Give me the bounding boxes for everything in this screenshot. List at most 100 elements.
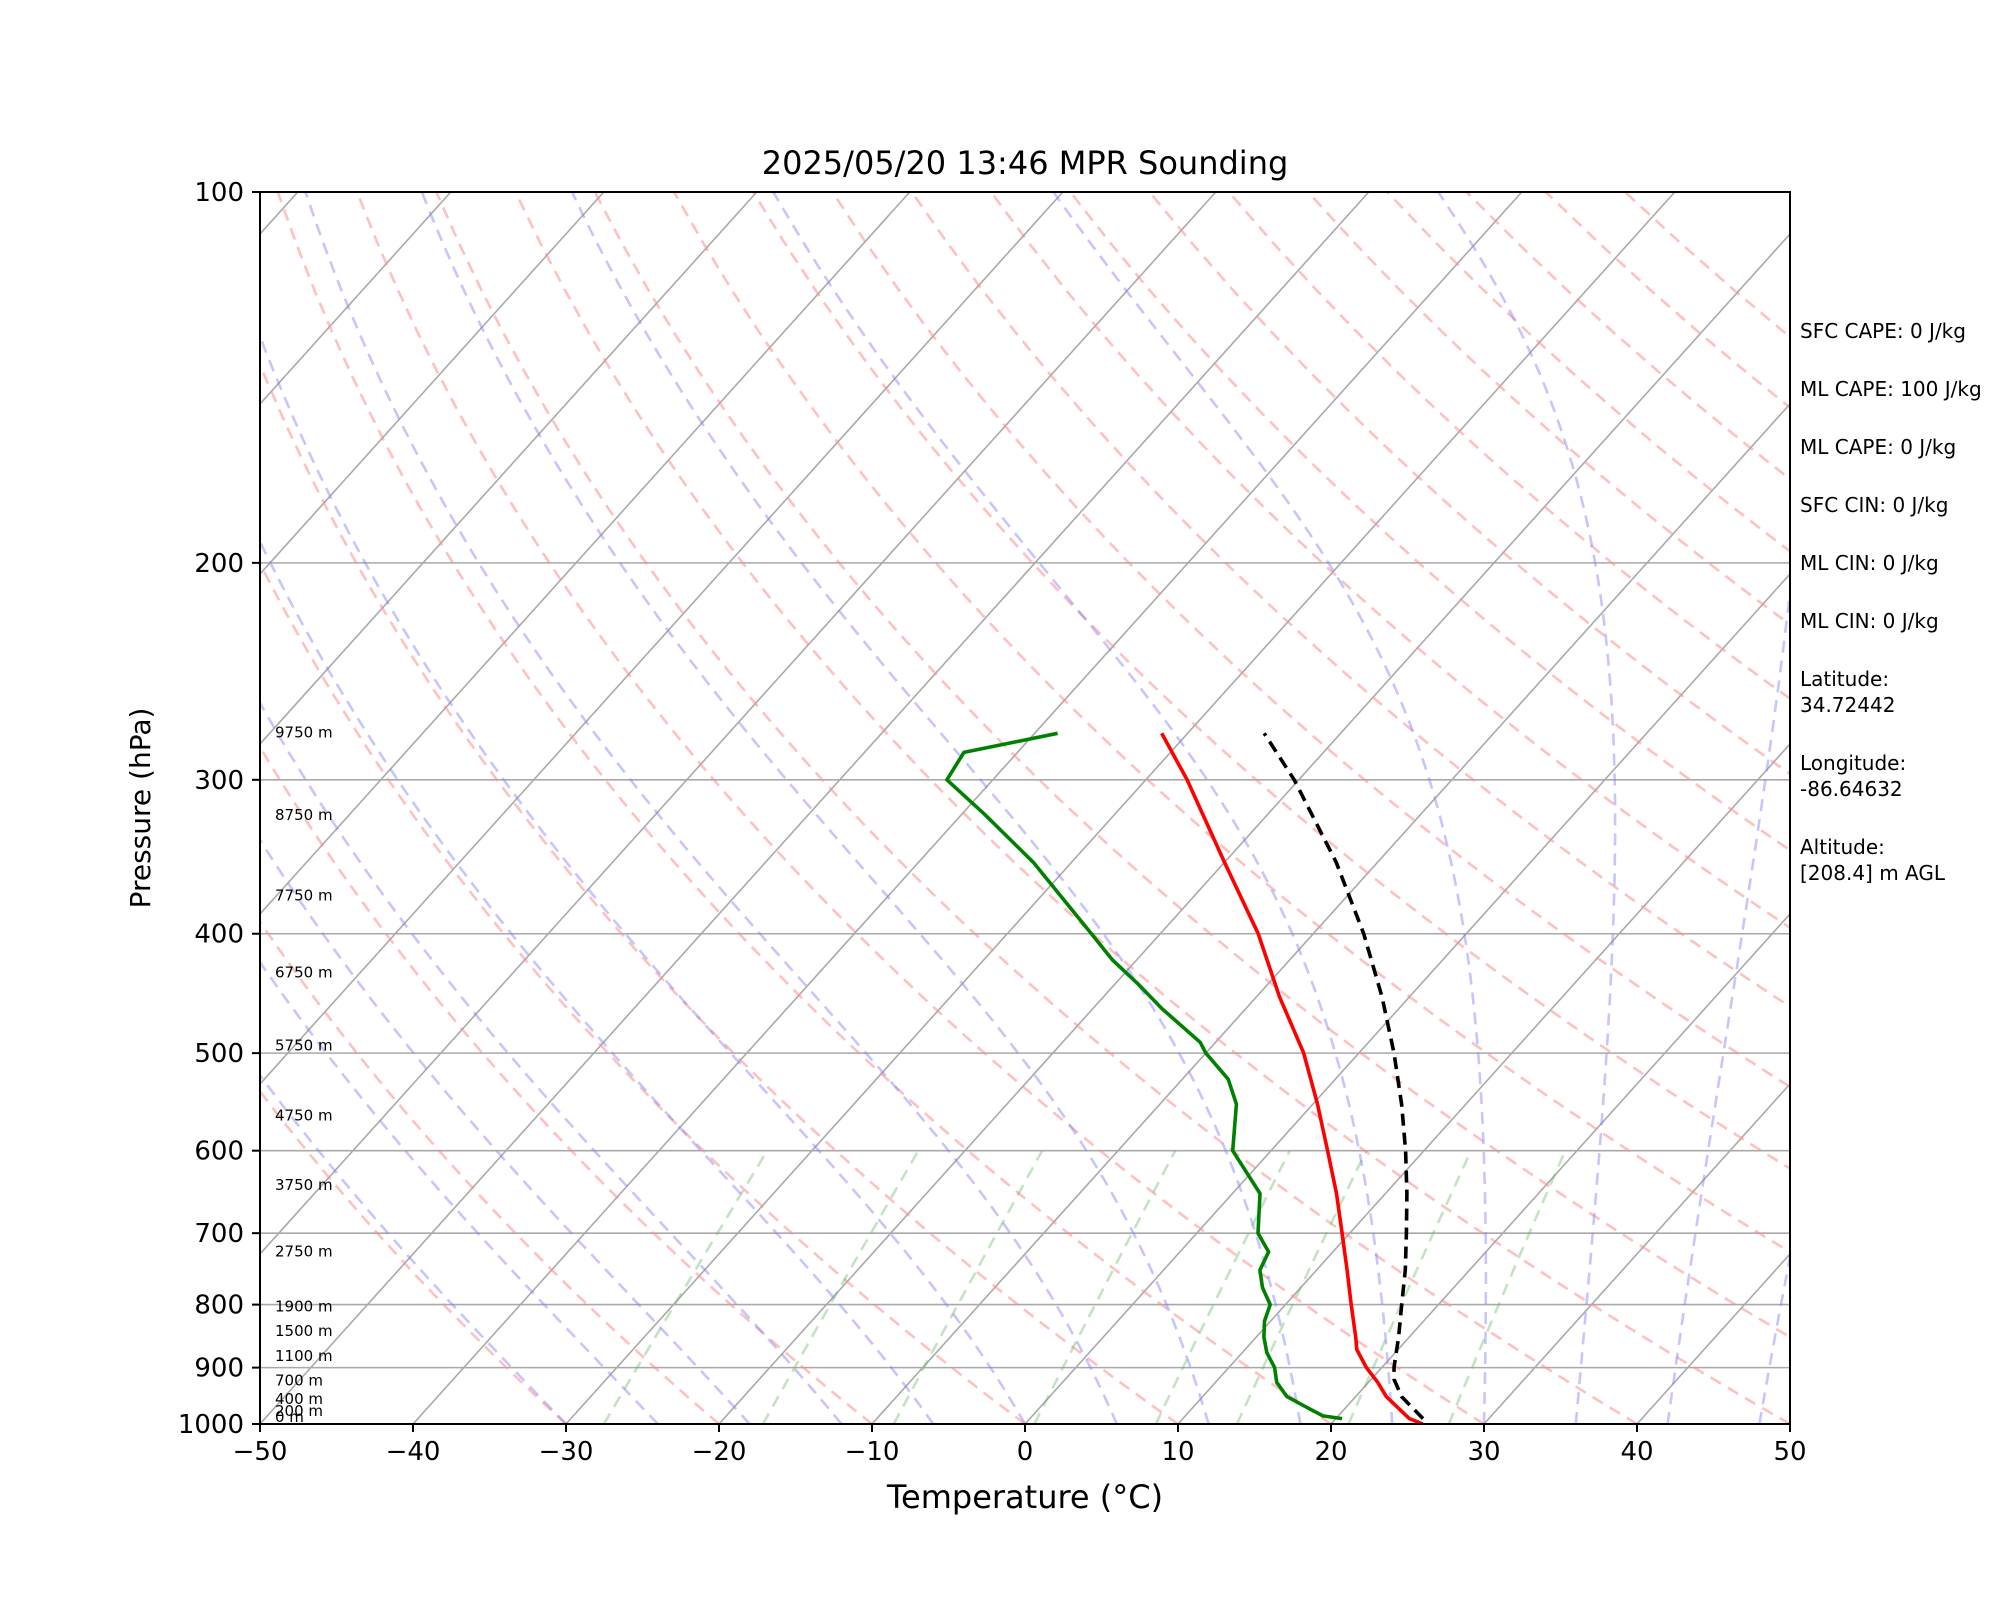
- latitude-value: 34.72442: [1800, 693, 1896, 717]
- latitude-label: Latitude:: [1800, 667, 1890, 691]
- mixing-ratio-line: [602, 1150, 769, 1424]
- height-label: 1100 m: [275, 1347, 333, 1365]
- isotherm-line: [1330, 912, 1790, 1424]
- y-axis: 100 200 300 400 500 600 700 800 900 1000: [178, 178, 260, 1440]
- parcel-profile: [1262, 732, 1425, 1420]
- height-label: 1900 m: [275, 1297, 333, 1315]
- moist-adiabat-line: [1052, 192, 1488, 1424]
- ml-cin-stat: ML CIN: 0 J/kg: [1800, 550, 2000, 576]
- isotherm-line: [260, 192, 1217, 1256]
- y-tick-label: 300: [194, 766, 244, 796]
- isotherm-line: [260, 192, 605, 576]
- y-tick-label: 400: [194, 920, 244, 950]
- moist-adiabat-line: [1437, 192, 1617, 1424]
- x-tick-label: 20: [1314, 1437, 1347, 1467]
- x-tick-label: −10: [845, 1437, 900, 1467]
- plot-frame: [259, 191, 1791, 1425]
- x-tick-label: 40: [1620, 1437, 1653, 1467]
- height-label: 9750 m: [275, 723, 333, 741]
- moist-adiabat-line: [260, 700, 843, 1424]
- y-tick-label: 100: [194, 178, 244, 208]
- chart-title: 2025/05/20 13:46 MPR Sounding: [762, 144, 1289, 182]
- profile-lines: [945, 731, 1425, 1424]
- dry-adiabat-line: [260, 919, 720, 1424]
- height-label: 200 m: [275, 1402, 323, 1420]
- mixing-ratio-line: [892, 1150, 1044, 1424]
- dry-adiabat-line: [1148, 192, 1790, 776]
- x-tick-label: −20: [692, 1437, 747, 1467]
- ml-cape-stat: ML CAPE: 100 J/kg: [1800, 376, 2000, 402]
- y-tick-label: 1000: [178, 1410, 244, 1440]
- x-tick-label: 50: [1773, 1437, 1806, 1467]
- sounding-stats-panel: SFC CAPE: 0 J/kg ML CAPE: 100 J/kg ML CA…: [1800, 318, 2000, 918]
- x-tick-label: 0: [1017, 1437, 1034, 1467]
- dry-adiabat-line: [752, 192, 1790, 1171]
- y-tick-label: 800: [194, 1291, 244, 1321]
- isotherm-line: [1177, 742, 1790, 1424]
- x-tick-label: −40: [386, 1437, 441, 1467]
- longitude-value: -86.64632: [1800, 777, 1903, 801]
- ml-cin-text: ML CIN: 0 J/kg: [1800, 551, 1939, 575]
- dewpoint-profile: [945, 731, 1343, 1421]
- isotherm-line: [1483, 1082, 1790, 1424]
- height-label: 3750 m: [275, 1176, 333, 1194]
- moist-adiabat-line: [570, 192, 1302, 1424]
- x-tick-label: 30: [1467, 1437, 1500, 1467]
- y-axis-label: Pressure (hPa): [124, 708, 157, 909]
- longitude-stat: Longitude: -86.64632: [1800, 750, 2000, 802]
- dry-adiabat-line: [672, 192, 1790, 1254]
- moist-adiabat-line: [260, 332, 1027, 1424]
- altitude-value: [208.4] m AGL: [1800, 861, 1946, 885]
- dry-adiabat-line: [260, 1089, 567, 1424]
- moist-adiabat-line: [1666, 580, 1790, 1424]
- moist-adiabat-line: [304, 192, 1118, 1424]
- ml-cin-text-2: ML CIN: 0 J/kg: [1800, 609, 1939, 633]
- dry-adiabat-line: [260, 744, 873, 1424]
- mixing-ratio-line: [1447, 1150, 1567, 1424]
- sfc-cape-text: SFC CAPE: 0 J/kg: [1800, 319, 1966, 343]
- height-label: 5750 m: [275, 1037, 333, 1055]
- x-axis: −50 −40 −30 −20 −10 0 10 20 30 40 50: [233, 1424, 1807, 1467]
- mixing-ratio-line: [761, 1150, 920, 1424]
- dry-adiabat-line: [355, 192, 1485, 1424]
- mixing-ratio-line: [1347, 1150, 1473, 1424]
- dry-adiabat-line: [276, 192, 1332, 1424]
- moist-adiabat-line: [260, 959, 659, 1424]
- sfc-cin-stat: SFC CIN: 0 J/kg: [1800, 492, 2000, 518]
- height-label: 6750 m: [275, 964, 333, 982]
- height-label: 1500 m: [275, 1322, 333, 1340]
- isotherm-line: [260, 192, 911, 916]
- ml-cape-text: ML CAPE: 100 J/kg: [1800, 377, 1982, 401]
- latitude-stat: Latitude: 34.72442: [1800, 666, 2000, 718]
- height-label: 700 m: [275, 1372, 323, 1390]
- isotherm-line: [260, 192, 758, 746]
- height-label: 400 m: [275, 1390, 323, 1408]
- height-label: 4750 m: [275, 1107, 333, 1125]
- dry-adiabat-line: [435, 192, 1638, 1424]
- sfc-cape-stat: SFC CAPE: 0 J/kg: [1800, 318, 2000, 344]
- isotherm-line: [260, 192, 1064, 1086]
- moist-adiabat-line: [420, 192, 1210, 1424]
- ml-cin-stat-2: ML CIN: 0 J/kg: [1800, 608, 2000, 634]
- moist-adiabat-line: [260, 538, 935, 1424]
- isotherm-line: [871, 402, 1790, 1424]
- mixing-ratio-line: [1154, 1150, 1291, 1424]
- isotherm-line: [260, 192, 452, 406]
- height-label: 2750 m: [275, 1243, 333, 1261]
- ml-cape-stat-2: ML CAPE: 0 J/kg: [1800, 434, 2000, 460]
- dry-adiabat-line: [593, 192, 1790, 1339]
- isotherm-line: [412, 192, 1523, 1424]
- x-tick-label: −30: [539, 1437, 594, 1467]
- ml-cape-text-2: ML CAPE: 0 J/kg: [1800, 435, 1957, 459]
- longitude-label: Longitude:: [1800, 751, 1907, 775]
- dry-adiabat-line: [260, 560, 1026, 1424]
- isotherm-line: [260, 192, 1370, 1424]
- x-tick-label: 10: [1161, 1437, 1194, 1467]
- dry-adiabat-line: [1069, 192, 1790, 852]
- altitude-label: Altitude:: [1800, 835, 1885, 859]
- altitude-stat: Altitude: [208.4] m AGL: [1800, 834, 2000, 886]
- y-tick-label: 700: [194, 1219, 244, 1249]
- y-tick-label: 900: [194, 1354, 244, 1384]
